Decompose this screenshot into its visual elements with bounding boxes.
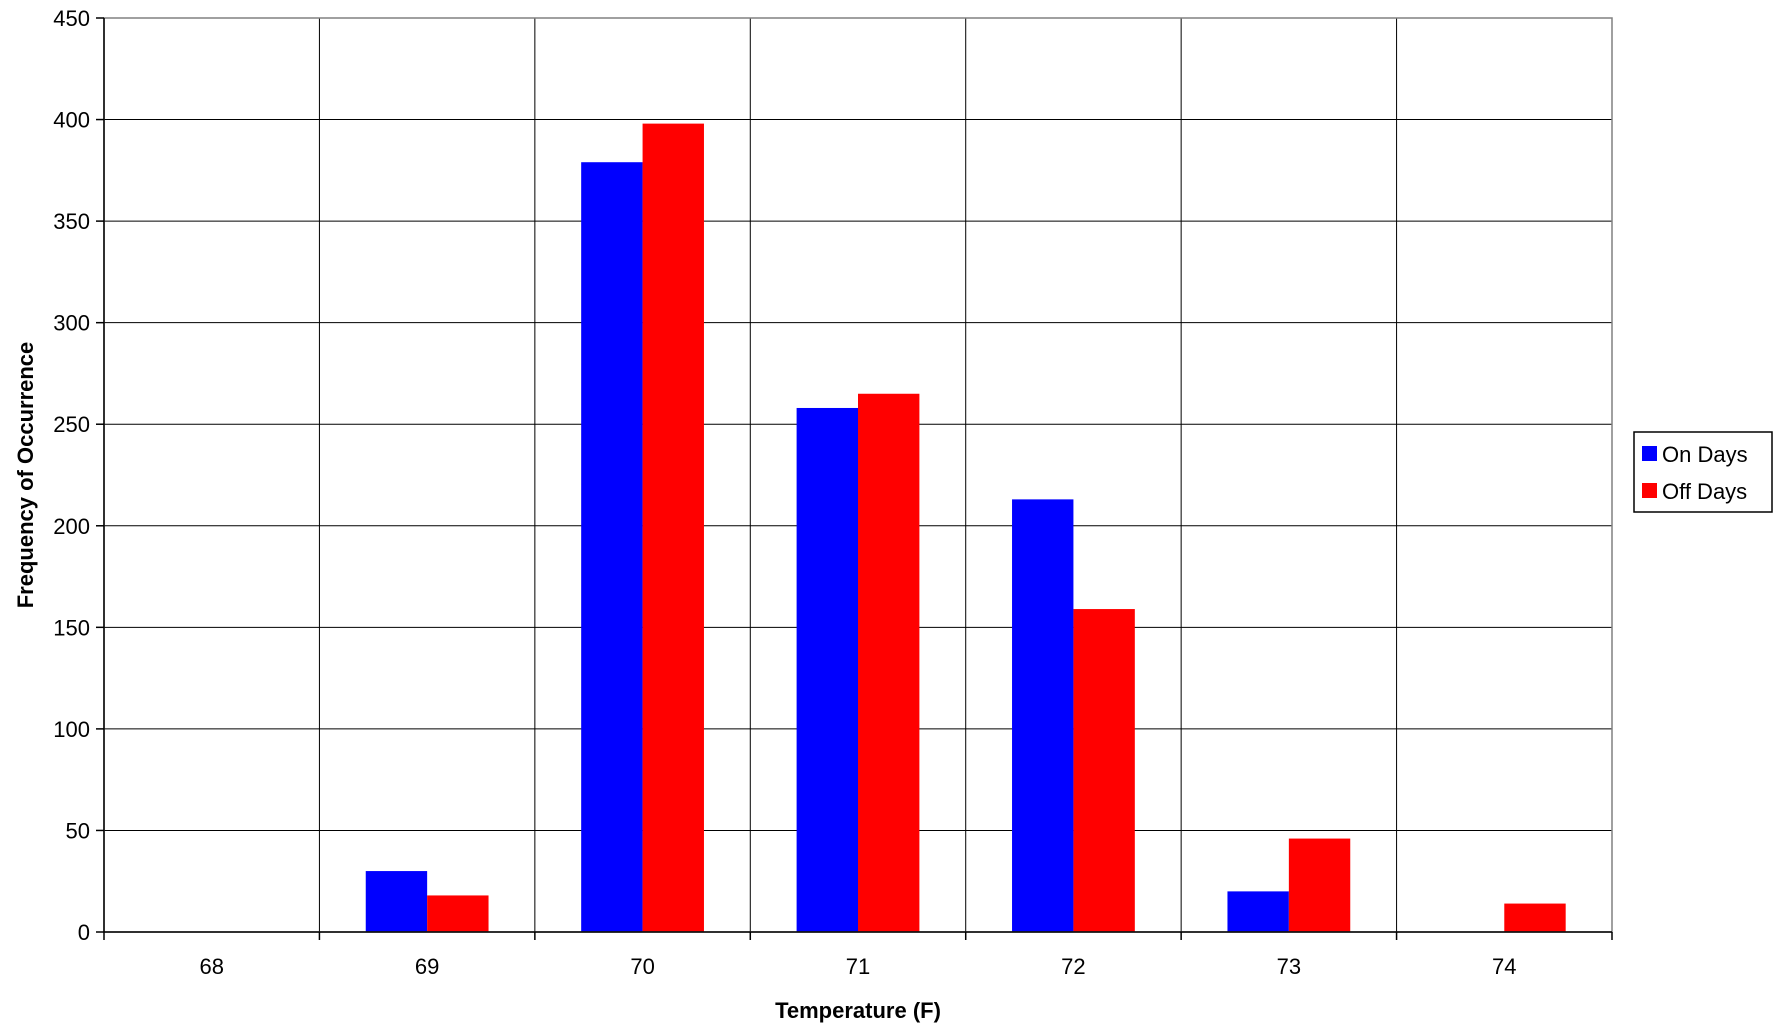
legend-box xyxy=(1633,431,1773,513)
y-tick-label: 300 xyxy=(53,311,90,336)
bar-on-days-72 xyxy=(1012,499,1074,932)
bar-off-days-72 xyxy=(1073,609,1135,932)
legend-swatch-on-days xyxy=(1642,446,1657,461)
bar-off-days-73 xyxy=(1288,838,1351,932)
bars-layer xyxy=(365,123,1566,933)
bar-off-days-74 xyxy=(1504,903,1566,932)
x-tick-label: 73 xyxy=(1277,954,1301,979)
legend-label-off-days: Off Days xyxy=(1662,479,1747,504)
legend-label-on-days: On Days xyxy=(1662,442,1748,467)
axes-layer xyxy=(96,17,1613,940)
x-axis-title: Temperature (F) xyxy=(775,998,941,1023)
x-tick-label: 71 xyxy=(846,954,870,979)
bar-off-days-69 xyxy=(427,895,489,932)
y-tick-label: 0 xyxy=(78,920,90,945)
x-tick-label: 74 xyxy=(1492,954,1516,979)
y-tick-label: 400 xyxy=(53,108,90,133)
y-tick-labels: 0 50 100 150 200 250 300 350 400 450 xyxy=(53,6,90,945)
bar-off-days-70 xyxy=(642,123,704,932)
bar-on-days-71 xyxy=(796,407,858,932)
y-tick-label: 350 xyxy=(53,209,90,234)
x-tick-label: 69 xyxy=(415,954,439,979)
legend: On Days Off Days xyxy=(1633,431,1773,513)
x-tick-label: 68 xyxy=(199,954,223,979)
y-tick-label: 200 xyxy=(53,514,90,539)
bar-on-days-73 xyxy=(1227,891,1289,932)
x-tick-label: 70 xyxy=(630,954,654,979)
legend-swatch-off-days xyxy=(1642,483,1657,498)
bar-on-days-70 xyxy=(581,162,643,933)
bar-off-days-71 xyxy=(858,393,920,932)
y-tick-label: 50 xyxy=(66,818,90,843)
y-axis-title: Frequency of Occurrence xyxy=(13,342,38,609)
x-tick-label: 72 xyxy=(1061,954,1085,979)
y-tick-label: 250 xyxy=(53,412,90,437)
y-tick-label: 450 xyxy=(53,6,90,31)
x-tick-labels: 68 69 70 71 72 73 74 xyxy=(199,954,1516,979)
y-tick-label: 150 xyxy=(53,615,90,640)
bar-on-days-69 xyxy=(365,871,428,932)
y-tick-label: 100 xyxy=(53,717,90,742)
